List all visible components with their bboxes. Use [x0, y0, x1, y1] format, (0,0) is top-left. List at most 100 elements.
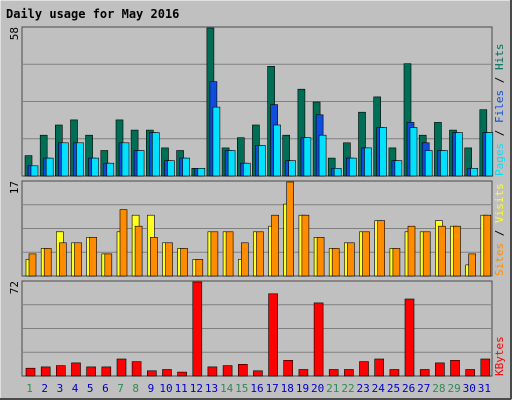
- bar-pages-day-21: [333, 168, 342, 177]
- bar-kbytes-day-10: [162, 369, 172, 377]
- x-label-day-22: 22: [341, 382, 354, 395]
- bar-sites-day-7: [119, 209, 128, 277]
- bar-kbytes-day-13: [207, 366, 218, 377]
- bar-sites-day-10: [165, 242, 173, 277]
- bar-kbytes-day-2: [40, 366, 51, 377]
- bar-kbytes-day-24: [374, 358, 385, 377]
- bar-pages-day-16: [258, 145, 266, 177]
- bar-pages-day-17: [273, 124, 281, 177]
- x-label-day-25: 25: [387, 382, 400, 395]
- bar-kbytes-day-31: [480, 358, 491, 377]
- bar-sites-day-8: [134, 225, 143, 277]
- x-label-day-30: 30: [463, 382, 476, 395]
- bar-sites-day-4: [74, 242, 82, 277]
- bar-kbytes-day-14: [222, 365, 233, 377]
- bar-kbytes-day-17: [268, 293, 278, 377]
- bar-sites-day-25: [392, 248, 401, 277]
- bar-kbytes-day-11: [177, 371, 187, 377]
- bar-pages-day-14: [227, 150, 236, 177]
- legend-text: Pages / Files / Hits: [493, 44, 506, 177]
- bar-kbytes-day-20: [313, 302, 324, 377]
- bar-pages-day-28: [440, 150, 448, 177]
- bar-pages-day-3: [60, 142, 69, 177]
- bar-pages-day-26: [409, 127, 418, 177]
- bar-pages-day-6: [106, 162, 115, 177]
- x-label-day-26: 26: [402, 382, 415, 395]
- bar-sites-day-9: [150, 237, 158, 277]
- bar-sites-day-21: [331, 248, 340, 277]
- panel-visits-sites: 17 Sites / Visits: [8, 180, 506, 277]
- bar-pages-day-7: [121, 142, 130, 177]
- bar-sites-day-27: [422, 231, 431, 277]
- bar-kbytes-day-6: [101, 366, 112, 377]
- bar-pages-day-20: [318, 134, 327, 177]
- bar-sites-day-30: [468, 253, 477, 277]
- bar-pages-day-10: [167, 160, 175, 177]
- legend-sites: Sites: [493, 243, 506, 276]
- legend-separator: /: [493, 70, 506, 90]
- bar-pages-day-22: [349, 157, 357, 177]
- x-label-day-16: 16: [250, 382, 263, 395]
- x-label-day-27: 27: [417, 382, 430, 395]
- bar-kbytes-day-7: [116, 358, 127, 377]
- legend-visits: Visits: [493, 183, 506, 223]
- bar-pages-day-1: [30, 165, 39, 177]
- bar-sites-day-15: [241, 242, 249, 277]
- bar-kbytes-day-25: [389, 369, 400, 377]
- bar-pages-day-13: [212, 106, 221, 177]
- bar-sites-day-2: [43, 248, 52, 277]
- y-max-label: 58: [8, 27, 21, 40]
- x-label-day-5: 5: [87, 382, 94, 395]
- panel-kbytes: 72 KBytes: [8, 280, 506, 377]
- panel-hits-files-pages: 58 Pages / Files / Hits: [8, 26, 506, 177]
- x-label-day-11: 11: [175, 382, 188, 395]
- bar-kbytes-day-15: [238, 363, 248, 377]
- x-label-day-29: 29: [447, 382, 460, 395]
- x-label-day-3: 3: [57, 382, 64, 395]
- bar-pages-day-18: [288, 160, 297, 177]
- chart-title: Daily usage for May 2016: [6, 7, 179, 21]
- bar-sites-day-18: [286, 181, 295, 277]
- x-label-day-8: 8: [132, 382, 139, 395]
- bar-sites-day-28: [438, 225, 446, 277]
- bar-pages-day-19: [303, 137, 312, 177]
- x-label-day-4: 4: [72, 382, 79, 395]
- panel-legend: KBytes: [493, 336, 506, 376]
- bar-sites-day-6: [104, 253, 113, 277]
- bar-kbytes-day-8: [131, 361, 142, 377]
- legend-separator: /: [493, 123, 506, 143]
- bar-sites-day-19: [301, 214, 310, 277]
- legend-hits: Hits: [493, 44, 506, 71]
- bar-kbytes-day-18: [283, 359, 294, 377]
- bar-sites-day-16: [256, 231, 264, 277]
- legend-files: Files: [493, 90, 506, 123]
- bar-sites-day-5: [89, 237, 97, 277]
- legend-kbytes: KBytes: [493, 336, 506, 376]
- x-label-day-7: 7: [117, 382, 124, 395]
- bar-sites-day-20: [316, 237, 325, 277]
- bar-pages-day-12: [197, 168, 206, 177]
- bar-pages-day-8: [136, 150, 145, 177]
- bar-kbytes-day-27: [419, 369, 430, 377]
- bar-pages-day-2: [45, 157, 54, 177]
- bar-kbytes-day-4: [71, 362, 81, 377]
- bar-pages-day-27: [424, 150, 433, 177]
- x-label-day-28: 28: [432, 382, 445, 395]
- bar-sites-day-14: [225, 231, 234, 277]
- legend-text: Sites / Visits: [493, 183, 506, 276]
- x-label-day-6: 6: [102, 382, 109, 395]
- bar-sites-day-3: [58, 242, 67, 277]
- x-label-day-23: 23: [356, 382, 369, 395]
- bar-pages-day-31: [485, 132, 494, 177]
- legend-pages: Pages: [493, 143, 506, 176]
- bar-sites-day-24: [377, 220, 386, 277]
- x-label-day-24: 24: [372, 382, 386, 395]
- bar-pages-day-15: [243, 162, 251, 177]
- bar-kbytes-day-26: [404, 298, 415, 377]
- panel-legend: Sites / Visits: [493, 183, 506, 276]
- bar-pages-day-24: [379, 127, 388, 177]
- x-label-day-12: 12: [190, 382, 203, 395]
- bar-sites-day-1: [28, 253, 37, 277]
- bar-pages-day-4: [76, 142, 84, 177]
